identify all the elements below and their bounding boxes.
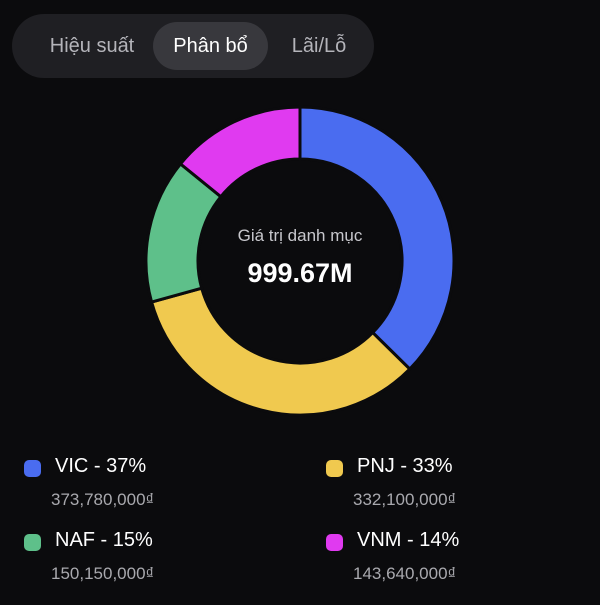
legend-title: VNM - 14% xyxy=(357,529,460,551)
portfolio-value-total: 999.67M xyxy=(247,258,353,288)
legend-title: NAF - 15% xyxy=(55,529,153,551)
legend-item-vnm: VNM - 14% 143,640,000₫ xyxy=(326,529,586,589)
legend-item-vic: VIC - 37% 373,780,000₫ xyxy=(24,455,284,515)
legend-item-naf: NAF - 15% 150,150,000₫ xyxy=(24,529,284,589)
legend-value: 373,780,000₫ xyxy=(51,490,155,509)
legend-value: 143,640,000₫ xyxy=(353,564,457,583)
donut-slice-vic xyxy=(298,105,456,372)
legend-color-dot xyxy=(24,534,41,551)
legend-value: 150,150,000₫ xyxy=(51,564,155,583)
legend-color-dot xyxy=(326,534,343,551)
tab-performance[interactable]: Hiệu suất xyxy=(49,35,135,57)
legend-color-dot xyxy=(24,460,41,477)
legend-title: VIC - 37% xyxy=(55,455,147,477)
donut-slice-vnm xyxy=(178,105,302,199)
tab-allocation[interactable]: Phân bổ xyxy=(153,22,268,70)
tab-profit-loss[interactable]: Lãi/Lỗ xyxy=(291,35,347,57)
portfolio-value-caption: Giá trị danh mục xyxy=(237,226,363,245)
legend-color-dot xyxy=(326,460,343,477)
donut-slice-pnj xyxy=(149,286,412,417)
view-tab-bar: Hiệu suất Phân bổ Lãi/Lỗ xyxy=(12,14,374,78)
legend-item-pnj: PNJ - 33% 332,100,000₫ xyxy=(326,455,586,515)
legend-value: 332,100,000₫ xyxy=(353,490,457,509)
legend-title: PNJ - 33% xyxy=(357,455,453,477)
